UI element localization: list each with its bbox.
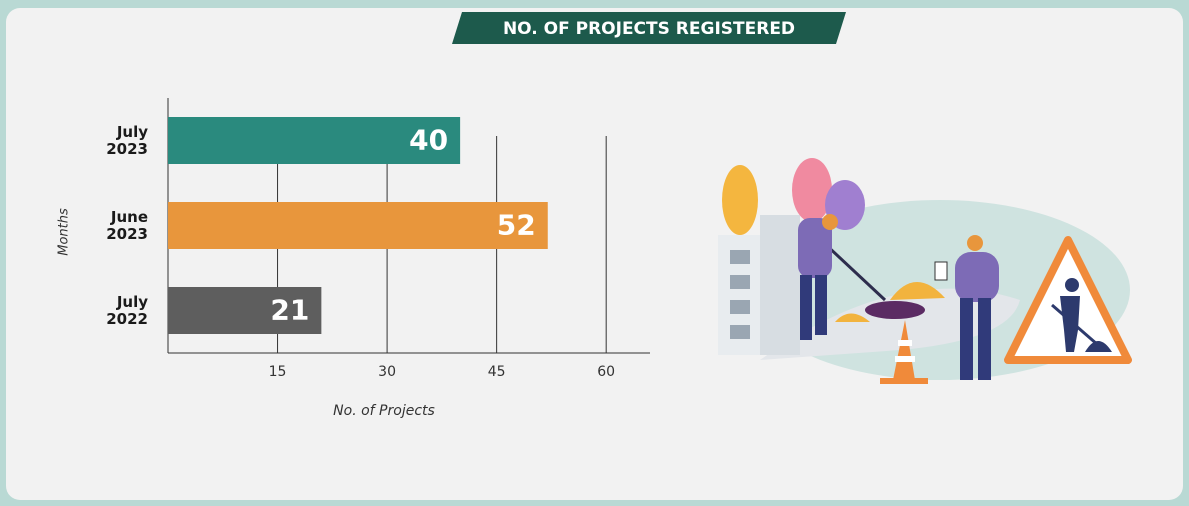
- x-tick-label: 15: [269, 364, 287, 380]
- value-label: 21: [270, 294, 309, 327]
- x-axis-label: No. of Projects: [333, 403, 435, 419]
- bar: [168, 202, 548, 249]
- illustration: [718, 158, 1130, 384]
- x-tick-label: 30: [378, 364, 396, 380]
- y-tick-label: June 2023: [78, 209, 148, 243]
- y-axis-label: Months: [57, 208, 72, 256]
- x-tick-label: 60: [597, 364, 615, 380]
- y-tick-label: July 2023: [78, 124, 148, 158]
- page: {"chart_data": {"type": "bar", "orientat…: [0, 0, 1189, 506]
- value-label: 40: [409, 124, 448, 157]
- chart: NO. OF PROJECTS REGISTERED Months No. of…: [0, 0, 1189, 506]
- y-tick-label: July 2022: [78, 294, 148, 328]
- chart-title: NO. OF PROJECTS REGISTERED: [503, 19, 795, 39]
- value-label: 52: [497, 209, 536, 242]
- x-tick-label: 45: [488, 364, 506, 380]
